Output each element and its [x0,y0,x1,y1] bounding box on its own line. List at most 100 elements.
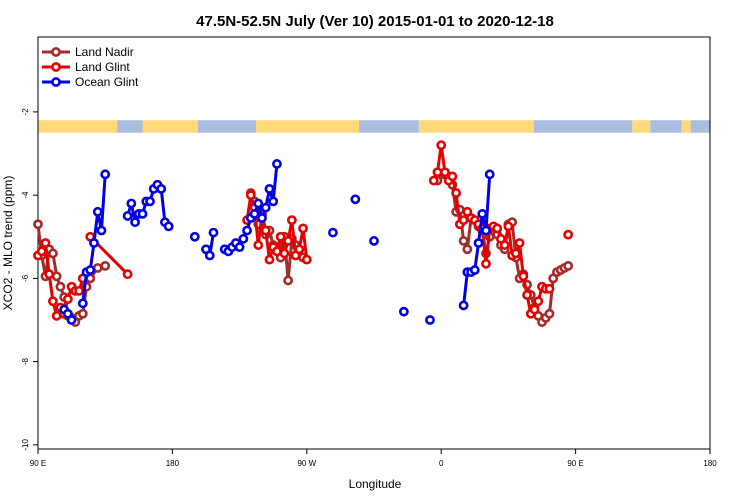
series-2-point-5-9 [253,198,264,209]
series-1-point-3-0 [428,175,439,186]
series-2-point-2-9 [156,183,167,194]
series-2-point-1-4 [92,206,103,217]
series-2-point-1-3 [89,238,99,248]
series-2-point-1-6 [100,169,111,180]
series-1-point-0-2 [40,238,51,248]
series-1-point-2-10 [279,248,290,259]
series-1-point-2-1 [245,190,256,201]
series-2-point-4-2 [208,227,219,238]
series-1-point-2-16 [301,254,312,265]
series-2-point-2-0 [122,211,133,221]
legend-marker-0 [51,47,61,57]
series-1-point-2-6 [264,254,275,265]
x-tick-label-5: 180 [703,459,717,468]
series-2-point-11-0 [458,300,469,311]
legend-marker-2 [51,77,61,87]
series-2-point-2-6 [145,196,155,207]
series-2-point-0-2 [66,315,77,325]
series-2-point-1-0 [77,298,88,309]
series-0-point-0-15 [92,263,103,273]
series-1-point-2-15 [298,223,308,234]
y-tick-label-3: -8 [21,358,30,366]
series-1-point-0-8 [62,294,73,305]
series-0-point-0-16 [100,260,111,271]
series-0-point-0-4 [48,248,58,259]
series-1-point-3-1 [432,167,443,178]
series-2-point-5-8 [249,208,260,219]
series-1-point-2-3 [253,240,264,250]
series-1-point-3-6 [451,188,462,198]
series-2-point-11-6 [481,225,491,236]
series-1-point-3-3 [440,167,450,178]
y-tick-label-2: -6 [21,274,30,282]
x-tick-label-3: 0 [439,459,444,468]
series-0-point-2-35 [563,260,574,271]
series-1-point-1-1 [122,269,133,280]
series-1-point-0-3 [44,269,55,280]
series-2-point-5-11 [260,202,271,213]
series-2-point-11-4 [473,238,484,248]
x-tick-label-1: 180 [166,459,180,468]
series-2-point-4-1 [204,250,215,261]
series-2-point-5-4 [234,242,245,253]
series-2-point-5-10 [257,213,267,223]
series-2-point-11-3 [469,265,480,275]
y-tick-label-1: -4 [21,191,30,199]
series-0-point-2-7 [458,236,469,246]
series-1-point-2-5 [260,225,271,236]
series-1-point-3-8 [458,215,469,226]
series-2-point-5-13 [268,196,279,207]
series-2-point-2-1 [126,198,137,209]
series-1-point-4-0 [563,229,574,240]
series-2-point-3-0 [189,231,200,242]
series-1-point-3-19 [499,240,510,250]
chart-title: 47.5N-52.5N July (Ver 10) 2015-01-01 to … [196,13,554,30]
series-1-point-3-2 [436,140,447,151]
band-land-0 [38,120,118,133]
band-land-2 [142,120,198,133]
band-ocean-1 [117,120,143,133]
series-1-point-2-12 [286,215,297,226]
y-axis-label: XCO2 - MLO trend (ppm) [1,176,15,311]
series-0-point-0-12 [77,308,88,319]
series-1-point-3-17 [492,223,503,234]
series-2-point-2-11 [163,221,174,232]
series-1-point-0-11 [74,285,84,296]
x-axis-label: Longitude [349,477,402,491]
band-land-6 [418,120,534,133]
series-1-point-3-20 [503,221,514,232]
legend-marker-1 [51,62,61,72]
band-ocean-9 [650,120,682,133]
series-2-point-2-4 [137,208,148,219]
band-land-4 [256,120,360,133]
series-1-point-3-22 [510,248,521,259]
series-1-point-0-4 [48,296,58,307]
y-tick-label-0: -2 [21,108,30,116]
band-ocean-5 [359,120,419,133]
series-2-point-6-0 [328,227,338,238]
series-1-point-3-5 [447,171,458,182]
band-ocean-7 [533,120,633,133]
series-1-point-0-1 [36,246,47,257]
series-1 [33,140,574,321]
series-2-point-2-2 [130,217,140,228]
band-ocean-11 [690,120,710,133]
series-0-point-2-8 [462,244,473,255]
series-0-point-2-30 [544,308,555,319]
series-2-point-5-5 [238,233,249,244]
series-1-point-3-24 [518,271,529,282]
series-1-point-3-14 [481,258,491,269]
x-tick-label-0: 90 E [30,459,46,468]
x-axis-ticks: 90 E 180 90 W 0 90 E 180 [30,449,717,468]
series-1-point-3-27 [529,304,540,315]
y-axis-ticks: -2 -4 -6 -8 -10 [21,108,38,451]
series-1-point-2-8 [272,246,282,257]
series-0-point-0-5 [51,271,62,282]
series-2 [59,159,495,325]
series-2-point-11-5 [477,208,488,219]
x-tick-label-4: 90 E [567,459,583,468]
band-land-10 [681,120,691,133]
series-1-point-2-11 [283,236,294,246]
